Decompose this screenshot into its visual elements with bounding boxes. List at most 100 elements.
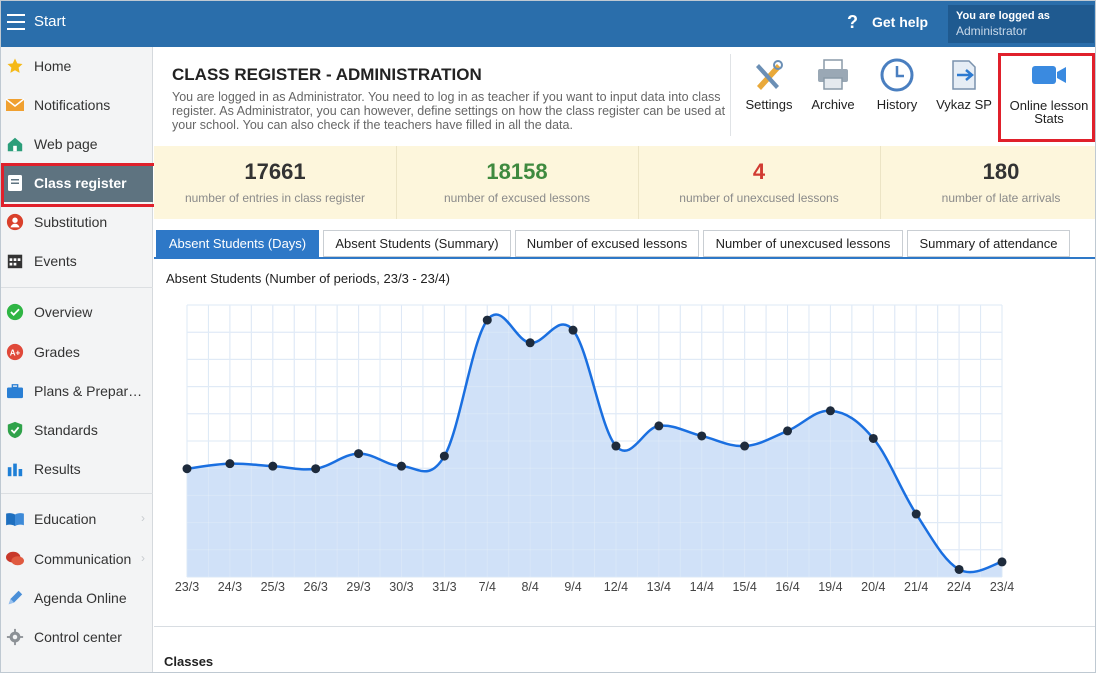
printer-icon [799, 57, 867, 93]
stat-label: number of entries in class register [184, 191, 366, 205]
stat-divider [638, 146, 639, 219]
tab-unexcused-lessons[interactable]: Number of unexcused lessons [703, 230, 903, 257]
page-description: You are logged in as Administrator. You … [172, 90, 726, 132]
sidebar-item-label: Grades [34, 344, 80, 360]
stat-entries: 17661 number of entries in class registe… [154, 146, 396, 219]
settings-label: Settings [745, 97, 793, 112]
sidebar-item-label: Substitution [34, 214, 108, 230]
sidebar-item-label: Events [34, 253, 77, 269]
tab-summary-attendance[interactable]: Summary of attendance [907, 230, 1070, 257]
chevron-right-icon: › [141, 551, 145, 565]
envelope-icon [5, 95, 25, 115]
logged-user-box[interactable]: You are logged as Administrator [948, 5, 1094, 43]
x-tick-label: 26/3 [304, 580, 328, 594]
vykaz-sp-label: Vykaz SP [936, 97, 992, 112]
settings-button[interactable]: Settings [735, 57, 803, 112]
get-help-link[interactable]: Get help [872, 14, 929, 30]
shield-check-icon [5, 420, 25, 440]
sidebar-item-plans[interactable]: Plans & Prepar… [1, 372, 153, 410]
stat-value: 18158 [486, 159, 548, 184]
online-lesson-stats-label: Stats [1034, 111, 1064, 126]
stat-divider [396, 146, 397, 219]
logged-as-label: You are logged as [956, 10, 1050, 22]
chart-data-point [439, 451, 449, 461]
sidebar-item-home[interactable]: Home [1, 47, 153, 85]
book-icon [5, 509, 25, 529]
chart-data-point [311, 464, 321, 474]
sidebar-item-communication[interactable]: Communication › [1, 540, 153, 578]
x-tick-label: 9/4 [564, 580, 581, 594]
tab-excused-lessons[interactable]: Number of excused lessons [515, 230, 699, 257]
x-tick-label: 31/3 [432, 580, 456, 594]
x-tick-label: 30/3 [389, 580, 413, 594]
chart-data-point [825, 406, 835, 416]
sidebar-item-control-center[interactable]: Control center [1, 618, 153, 656]
sidebar-item-label: Class register [34, 175, 127, 191]
x-tick-label: 20/4 [861, 580, 885, 594]
chart-data-point [954, 564, 964, 574]
star-icon [5, 56, 25, 76]
x-tick-label: 14/4 [690, 580, 714, 594]
archive-button[interactable]: Archive [799, 57, 867, 112]
sidebar-item-web-page[interactable]: Web page [1, 125, 153, 163]
chart-data-point [654, 421, 664, 431]
sidebar-item-standards[interactable]: Standards [1, 411, 153, 449]
online-lesson-stats-button[interactable]: Online lesson Stats [1006, 57, 1092, 125]
top-bar: Start ? Get help You are logged as Admin… [1, 1, 1095, 47]
question-mark-icon[interactable]: ? [847, 12, 858, 32]
sidebar-item-education[interactable]: Education › [1, 500, 153, 538]
sidebar-item-label: Notifications [34, 97, 111, 113]
history-label: History [876, 97, 918, 112]
sidebar-item-grades[interactable]: A+ Grades [1, 333, 153, 371]
sidebar-item-substitution[interactable]: Substitution [1, 203, 153, 241]
hamburger-menu-icon[interactable] [7, 14, 25, 30]
chart-data-point [525, 338, 535, 348]
grades-icon: A+ [5, 342, 25, 362]
video-camera-icon [1006, 57, 1092, 93]
sidebar-item-label: Control center [34, 629, 122, 645]
register-book-icon [5, 173, 25, 193]
sidebar-item-events[interactable]: Events [1, 242, 153, 280]
stat-excused: 18158 number of excused lessons [396, 146, 638, 219]
sidebar-item-notifications[interactable]: Notifications [1, 86, 153, 124]
stats-bar: 17661 number of entries in class registe… [154, 146, 1095, 219]
chart-data-point [268, 461, 278, 471]
gear-icon [5, 627, 25, 647]
chart-data-point [740, 441, 750, 451]
sidebar-item-label: Communication [34, 551, 132, 567]
sidebar-item-label: Overview [34, 304, 93, 320]
x-tick-label: 22/4 [947, 580, 971, 594]
stat-value: 17661 [244, 159, 306, 184]
export-document-icon [930, 57, 998, 93]
tab-underline [154, 257, 1095, 259]
stat-unexcused: 4 number of unexcused lessons [638, 146, 880, 219]
chart-data-point [225, 459, 235, 469]
chart-data-point [182, 464, 192, 474]
sidebar-item-results[interactable]: Results [1, 450, 153, 488]
house-icon [5, 134, 25, 154]
person-icon [5, 212, 25, 232]
briefcase-icon [5, 381, 25, 401]
stat-divider [880, 146, 881, 219]
tab-absent-students-summary[interactable]: Absent Students (Summary) [323, 230, 511, 257]
online-lesson-label: Online lesson [1009, 98, 1089, 113]
sidebar-item-label: Plans & Prepar… [34, 383, 143, 399]
vykaz-sp-button[interactable]: Vykaz SP [930, 57, 998, 112]
sidebar-divider [1, 287, 153, 288]
stat-label: number of excused lessons [443, 191, 591, 205]
logged-user-name: Administrator [956, 24, 1027, 38]
chart-data-point [396, 461, 406, 471]
start-label[interactable]: Start [34, 13, 66, 30]
chart-data-point [482, 315, 492, 325]
sidebar-item-label: Results [34, 461, 81, 477]
sidebar-item-label: Standards [34, 422, 98, 438]
sidebar-item-class-register[interactable]: Class register [1, 164, 153, 202]
sidebar-divider [1, 493, 153, 494]
sidebar-item-agenda-online[interactable]: Agenda Online [1, 579, 153, 617]
bar-chart-icon [5, 459, 25, 479]
history-button[interactable]: History [863, 57, 931, 112]
tab-absent-students-days[interactable]: Absent Students (Days) [156, 230, 319, 257]
chart-data-point [568, 325, 578, 335]
sidebar-item-overview[interactable]: Overview [1, 293, 153, 331]
